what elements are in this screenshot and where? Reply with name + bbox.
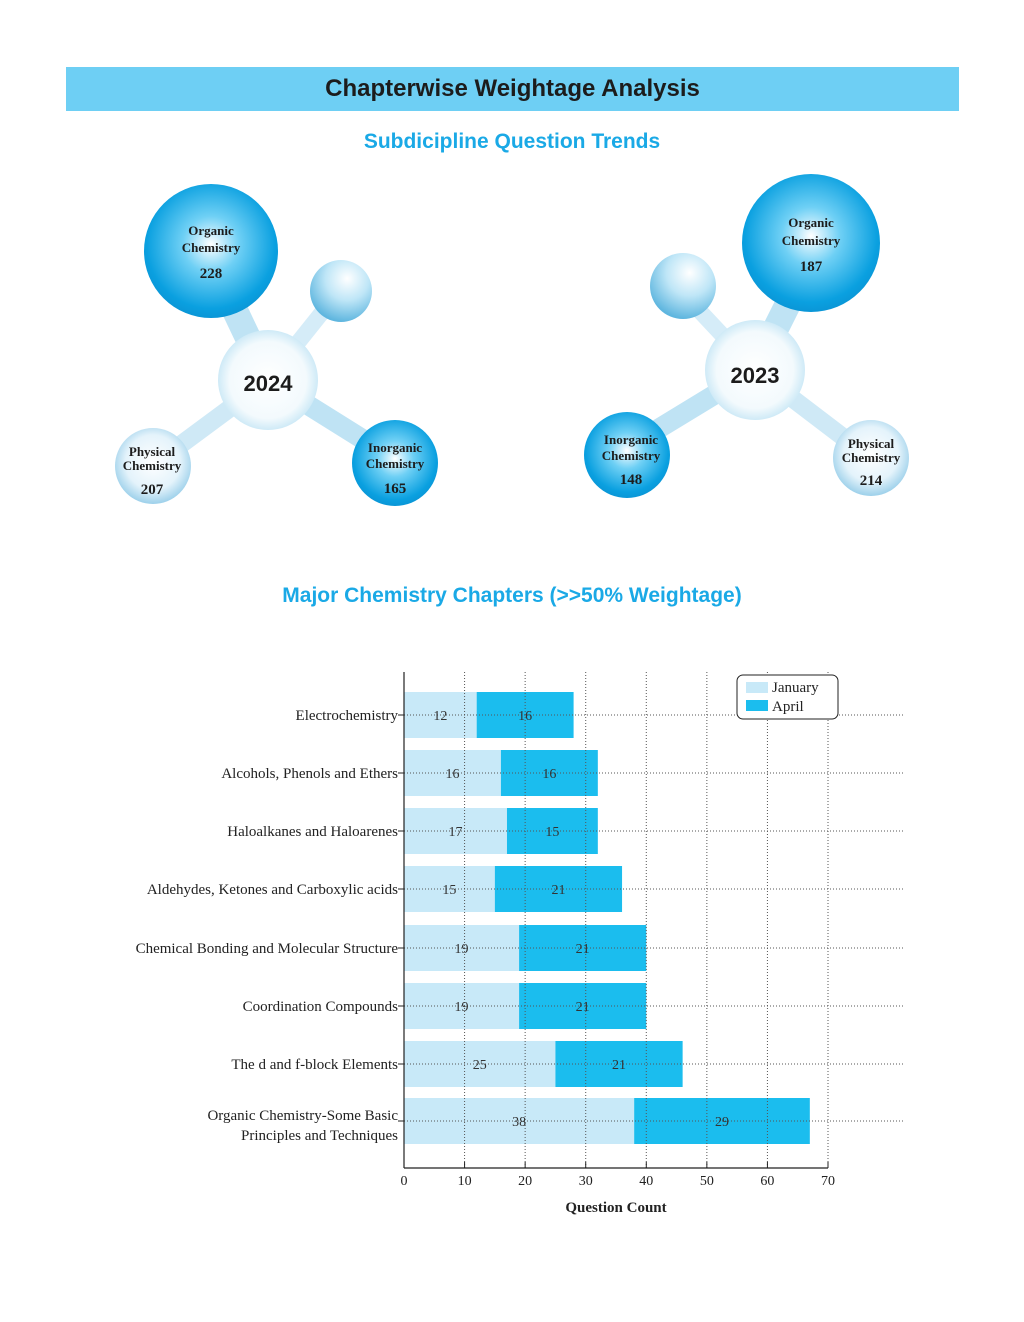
year-bubble-2024: [218, 330, 318, 430]
data-label-april: 21: [551, 883, 565, 898]
bar-april: [555, 1041, 683, 1087]
year-label-2023: 2023: [731, 363, 780, 388]
physical-bubble-2023: [833, 420, 909, 496]
x-tick-label: 60: [760, 1174, 774, 1189]
y-category-label: Haloalkanes and Haloarenes: [227, 824, 398, 840]
x-tick-label: 40: [639, 1174, 653, 1189]
y-category-label: Aldehydes, Ketones and Carboxylic acids: [147, 882, 398, 898]
data-label-april: 16: [518, 709, 532, 724]
physical-value-2023: 214: [860, 473, 883, 489]
chart-title: Major Chemistry Chapters (>>50% Weightag…: [282, 584, 742, 607]
data-label-april: 15: [545, 825, 559, 840]
y-category-label: Alcohols, Phenols and Ethers: [221, 766, 398, 782]
legend-label-april: April: [772, 699, 804, 715]
data-label-april: 16: [542, 767, 556, 782]
bar-april: [519, 983, 647, 1029]
legend-swatch-january: [746, 682, 768, 693]
inorganic-value-2024: 165: [384, 481, 407, 497]
data-label-april: 29: [715, 1115, 729, 1130]
title-banner: Chapterwise Weightage Analysis: [66, 67, 959, 111]
data-label-january: 17: [448, 825, 462, 840]
y-category-label: Coordination Compounds: [243, 999, 399, 1015]
y-category-label: Principles and Techniques: [241, 1128, 398, 1144]
physical-line2-2023: Chemistry: [842, 450, 901, 465]
inorganic-bubble-2024: [352, 420, 438, 506]
organic-line1-2023: Organic: [788, 215, 834, 230]
organic-bubble-2024: [144, 184, 278, 318]
data-label-january: 19: [455, 1000, 469, 1015]
x-tick-label: 50: [700, 1174, 714, 1189]
year-label-2024: 2024: [244, 371, 294, 396]
data-label-april: 21: [576, 1000, 590, 1015]
y-category-label: The d and f-block Elements: [231, 1057, 398, 1073]
bubble-diagram-2024: 2024 Organic Chemistry 228 Inorganic Che…: [115, 184, 438, 506]
physical-line2-2024: Chemistry: [123, 458, 182, 473]
small-bubble-2024: [310, 260, 372, 322]
bubble-section-title: Subdicipline Question Trends: [363, 130, 661, 153]
year-bubble-2023: [705, 320, 805, 420]
x-tick-label: 30: [579, 1174, 593, 1189]
x-axis-title: Question Count: [565, 1200, 666, 1216]
stacked-bar-chart: 12 16 16 16 17 15 15 21 19 21 19 21 25 21 38 29 0 10 20 30 4…: [136, 672, 904, 1216]
x-tick-label: 0: [401, 1174, 408, 1189]
data-label-january: 38: [512, 1115, 526, 1130]
x-tick-label: 70: [821, 1174, 835, 1189]
organic-line2-2023: Chemistry: [782, 233, 841, 248]
data-label-april: 21: [612, 1058, 626, 1073]
organic-value-2023: 187: [800, 259, 823, 275]
physical-line1-2023: Physical: [848, 436, 895, 451]
bar-april: [506, 808, 598, 854]
organic-line1-2024: Organic: [188, 223, 234, 238]
organic-bubble-2023: [742, 174, 880, 312]
inorganic-value-2023: 148: [620, 472, 643, 488]
organic-value-2024: 228: [200, 266, 223, 282]
inorganic-line2-2023: Chemistry: [602, 448, 661, 463]
bar-april: [494, 866, 623, 912]
data-label-january: 16: [445, 767, 459, 782]
bubble-diagram-2023: 2023 Organic Chemistry 187 Inorganic Che…: [584, 174, 909, 498]
inorganic-bubble-2023: [584, 412, 670, 498]
data-label-january: 12: [433, 709, 447, 724]
small-bubble-2023: [650, 253, 716, 319]
inorganic-line1-2023: Inorganic: [604, 432, 658, 447]
data-label-april: 21: [576, 942, 590, 957]
y-category-label: Chemical Bonding and Molecular Structure: [136, 941, 399, 957]
y-category-label: Electrochemistry: [296, 708, 399, 724]
physical-line1-2024: Physical: [129, 444, 176, 459]
data-label-january: 25: [473, 1058, 487, 1073]
inorganic-line2-2024: Chemistry: [366, 456, 425, 471]
data-label-january: 19: [455, 942, 469, 957]
page-title: Chapterwise Weightage Analysis: [325, 75, 700, 102]
organic-line2-2024: Chemistry: [182, 240, 241, 255]
x-tick-label: 20: [518, 1174, 532, 1189]
y-category-label: Organic Chemistry-Some Basic: [207, 1108, 398, 1124]
physical-value-2024: 207: [141, 482, 164, 498]
legend-label-january: January: [772, 680, 819, 696]
data-label-january: 15: [442, 883, 456, 898]
inorganic-line1-2024: Inorganic: [368, 440, 422, 455]
bar-april: [519, 925, 647, 971]
x-tick-label: 10: [458, 1174, 472, 1189]
bar-january: [404, 1098, 635, 1144]
legend-swatch-april: [746, 700, 768, 711]
physical-bubble-2024: [115, 428, 191, 504]
